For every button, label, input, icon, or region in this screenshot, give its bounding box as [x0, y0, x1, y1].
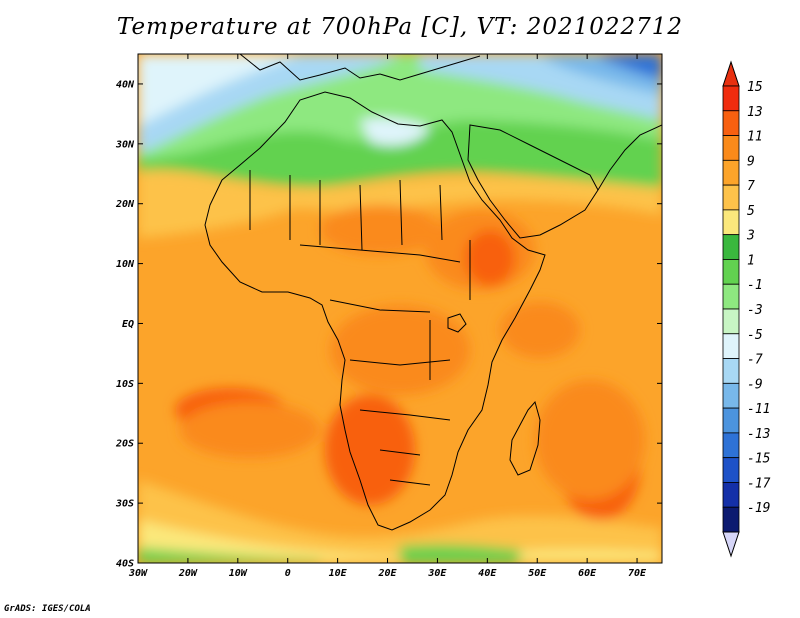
africa-coastline: [204, 91, 546, 531]
axis-ticks: 30W 20W 10W 0 10E 20E 30E 40E 50E 60E 70E 40N 30N 20N…: [115, 54, 662, 579]
lon-tick-label: 50E: [528, 568, 547, 579]
colorbar-swatch: [722, 159, 740, 186]
lon-tick-label: 40E: [478, 568, 497, 579]
colorbar-level-label: -3: [747, 303, 763, 318]
lake-victoria: [447, 313, 467, 333]
coastlines: [204, 54, 662, 531]
lat-tick-label: 20N: [115, 199, 135, 210]
colorbar-swatch: [722, 283, 740, 310]
colorbar-level-label: -13: [747, 427, 770, 442]
colorbar-swatch: [722, 85, 740, 112]
colorbar-swatch: [722, 358, 740, 384]
credit-label: GrADS: IGES/COLA: [4, 604, 91, 614]
colorbar-level-label: -9: [747, 377, 763, 392]
colorbar-level-label: 1: [747, 253, 755, 268]
lon-tick-label: 0: [285, 568, 291, 579]
lon-tick-label: 60E: [578, 568, 597, 579]
colorbar-swatch: [722, 407, 740, 434]
lat-tick-label: 40S: [116, 559, 134, 570]
temperature-field: [138, 54, 662, 563]
colorbar-top-arrow: [722, 60, 740, 87]
asia-coastline: [597, 124, 662, 191]
colorbar-swatch: [722, 234, 740, 260]
colorbar-level-label: -17: [747, 476, 771, 491]
colorbar-level-label: 9: [747, 154, 755, 169]
lon-tick-label: 10W: [229, 568, 248, 579]
colorbar-swatch: [722, 259, 740, 285]
colorbar-level-label: -7: [747, 353, 763, 368]
colorbar-swatch: [722, 382, 740, 409]
colorbar-bottom-arrow: [722, 531, 740, 558]
colorbar-level-label: 11: [747, 130, 763, 145]
lon-tick-label: 70E: [628, 568, 647, 579]
colorbar-swatch: [722, 506, 740, 533]
lat-tick-label: 30N: [115, 139, 135, 150]
lat-tick-label: EQ: [122, 319, 134, 330]
lat-tick-label: 40N: [116, 79, 135, 90]
lon-tick-label: 20W: [178, 568, 198, 579]
chart-title: Temperature at 700hPa [C], VT: 202102271…: [116, 14, 684, 40]
colorbar-level-label: 5: [747, 204, 755, 219]
colorbar-swatch: [722, 482, 740, 508]
madagascar-coastline: [509, 400, 541, 476]
colorbar-level-label: 13: [747, 105, 763, 120]
colorbar-swatch: [722, 135, 740, 161]
colorbar-level-label: -5: [747, 328, 763, 343]
colorbar-swatch: [722, 457, 740, 483]
lon-tick-label: 30E: [427, 568, 447, 579]
colorbar-swatch: [722, 432, 740, 459]
europe-coastline: [239, 54, 481, 81]
map-frame: [137, 53, 663, 564]
arabia-coastline: [467, 124, 599, 239]
lat-tick-label: 30S: [115, 499, 134, 510]
lon-tick-label: 30W: [128, 568, 148, 579]
lat-tick-label: 10N: [116, 259, 135, 270]
lat-tick-label: 20S: [115, 439, 134, 450]
colorbar-swatch: [722, 110, 740, 136]
colorbar-swatch: [722, 333, 740, 359]
lon-tick-label: 20E: [377, 568, 397, 579]
borders: [249, 170, 471, 486]
colorbar-level-label: 3: [746, 229, 755, 244]
lat-tick-label: 10S: [116, 379, 134, 390]
colorbar: 15 13 11 9 7 5 3 1 -1 -3 -5 -7 -9 -11 -13 -15 -17 -19: [722, 60, 771, 558]
cold-band-south: [138, 548, 320, 563]
colorbar-level-label: -1: [747, 278, 763, 293]
colorbar-level-label: -19: [747, 501, 770, 516]
colorbar-level-label: 15: [747, 80, 763, 95]
colorbar-level-label: -15: [747, 452, 771, 467]
colorbar-swatch: [722, 308, 740, 335]
colorbar-swatch: [722, 184, 740, 211]
colorbar-level-label: 7: [747, 179, 755, 194]
colorbar-swatch: [722, 209, 740, 236]
lon-tick-label: 10E: [329, 568, 348, 579]
colorbar-level-label: -11: [747, 402, 770, 417]
